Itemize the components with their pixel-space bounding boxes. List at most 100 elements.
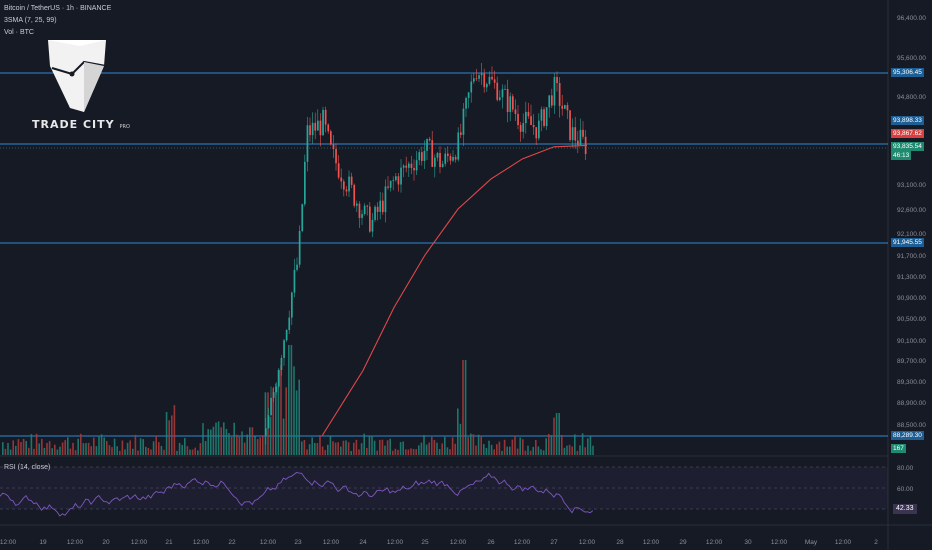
candle-body (350, 176, 353, 185)
volume-bar (124, 449, 126, 455)
volume-bar (41, 438, 43, 455)
volume-bar (444, 436, 446, 455)
volume-bar (379, 439, 381, 455)
candle-body (418, 152, 421, 161)
candle-body (431, 140, 434, 167)
y-tick-label-6: 91,700.00 (897, 253, 926, 260)
volume-bar (54, 444, 56, 455)
candle-body (278, 369, 280, 387)
candle-body (522, 123, 525, 132)
candle-body (564, 105, 566, 109)
volume-bar (116, 446, 118, 455)
candle-body (571, 127, 574, 141)
candle-body (426, 138, 428, 151)
rsi-line (0, 472, 594, 517)
volume-bar (184, 438, 186, 455)
volume-bar (160, 445, 163, 455)
x-tick-label-22: 12:00 (706, 539, 723, 546)
volume-bar (316, 443, 319, 455)
volume-bar (467, 437, 469, 455)
candle-body (348, 176, 350, 192)
candle-body (335, 149, 337, 164)
volume-bar (358, 449, 360, 455)
candle-body (304, 161, 306, 205)
candle-body (488, 76, 491, 84)
candle-body (506, 88, 509, 112)
candle-body (460, 132, 462, 135)
candle-body (356, 203, 358, 206)
volume-bar (483, 444, 485, 455)
volume-bar (321, 446, 324, 455)
volume-bar (394, 448, 397, 455)
x-tick-label-12: 12:00 (387, 539, 404, 546)
candle-body (551, 95, 553, 106)
candle-body (480, 73, 483, 76)
candle-body (454, 156, 457, 160)
volume-bar (480, 435, 482, 455)
volume-bar (311, 437, 313, 455)
volume-bar (532, 446, 534, 455)
volume-bar (67, 437, 69, 455)
volume-bar (308, 444, 311, 455)
volume-bar (397, 449, 399, 455)
candle-body (447, 153, 449, 157)
volume-bar (475, 445, 477, 455)
candle-body (324, 109, 327, 125)
volume-bar (553, 417, 555, 455)
volume-bar (485, 447, 488, 455)
volume-bar (431, 436, 433, 455)
candle-body (452, 156, 454, 161)
volume-bar (399, 442, 402, 455)
candle-body (301, 204, 304, 232)
bar-countdown: 46:13 (891, 151, 912, 160)
candle-body (540, 109, 543, 121)
candle-body (556, 76, 558, 84)
candle-body (382, 200, 384, 213)
candle-body (413, 168, 415, 171)
candle-body (561, 105, 564, 109)
volume-bar (282, 418, 285, 455)
volume-bar (589, 436, 592, 455)
volume-bar (163, 449, 165, 455)
volume-bar (64, 440, 66, 455)
volume-bar (446, 447, 449, 455)
volume-bar (373, 440, 376, 455)
volume-bar (347, 442, 350, 455)
volume-bar (516, 448, 519, 455)
support-price-tag-2: 88,289.30 (891, 431, 924, 440)
volume-bar (223, 422, 225, 455)
volume-bar (561, 434, 563, 455)
logo-wordmark: TRADE CITY PRO (32, 118, 130, 131)
y-tick-label-14: 88,500.00 (897, 422, 926, 429)
candle-body (296, 264, 298, 270)
candle-body (369, 206, 371, 232)
candle-body (408, 163, 410, 168)
y-tick-label-11: 89,700.00 (897, 358, 926, 365)
volume-bar (405, 449, 407, 455)
volume-bar (407, 449, 410, 455)
volume-bar (384, 445, 386, 455)
volume-bar (121, 440, 124, 455)
trade-city-logo-icon (48, 40, 107, 112)
volume-bar (537, 446, 540, 455)
volume-bar (259, 437, 261, 455)
volume-bar (90, 446, 92, 455)
volume-bar (558, 413, 560, 455)
candle-body (288, 317, 291, 331)
volume-bar (519, 437, 521, 455)
volume-bar (189, 449, 191, 455)
candle-body (512, 96, 514, 110)
candle-body (465, 98, 467, 109)
support-price-tag: 91,945.55 (891, 238, 924, 247)
x-tick-label-20: 12:00 (643, 539, 660, 546)
x-tick-label-23: 30 (744, 539, 752, 546)
resistance-price-tag: 95,306.45 (891, 68, 924, 77)
volume-bar (254, 436, 256, 455)
volume-bar (392, 450, 394, 455)
volume-bar (142, 439, 144, 455)
level-price-tag: 93,898.33 (891, 116, 924, 125)
volume-bar (173, 405, 176, 455)
candle-body (457, 132, 460, 160)
volume-bar (80, 433, 82, 455)
